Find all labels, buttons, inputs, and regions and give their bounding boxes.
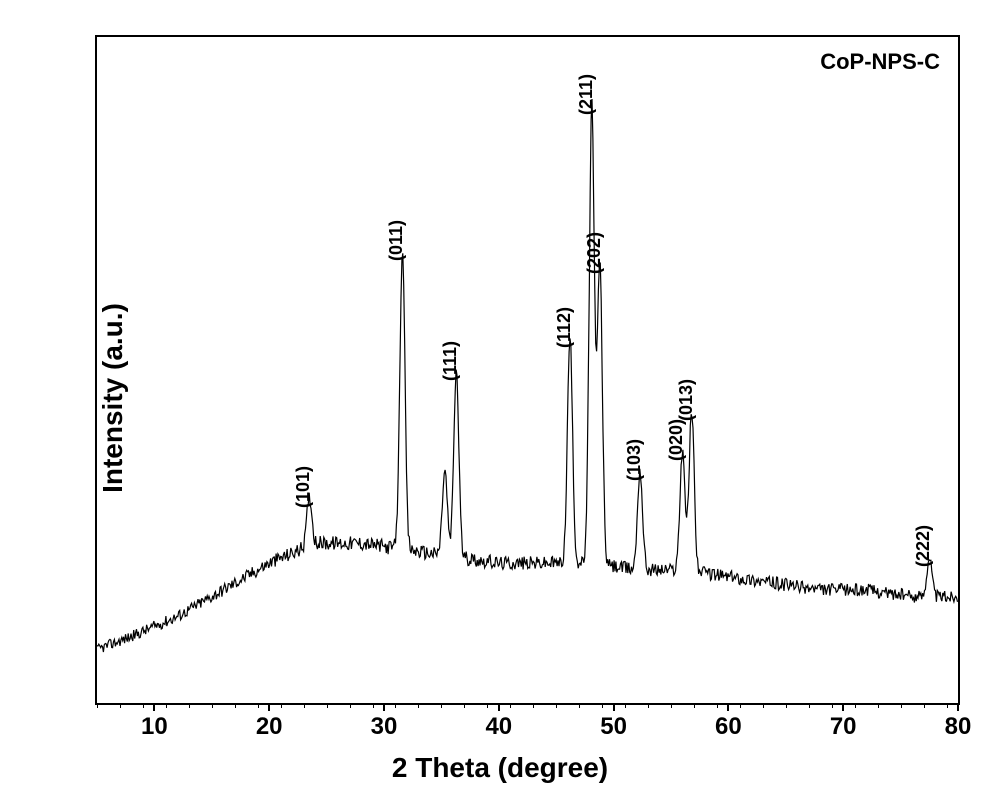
x-tick-label: 40 <box>485 713 512 741</box>
x-tick-major <box>383 703 385 711</box>
x-tick-minor <box>510 703 511 708</box>
x-tick-minor <box>947 703 948 708</box>
x-tick-minor <box>855 703 856 708</box>
peak-label: (112) <box>554 307 575 348</box>
x-tick-minor <box>143 703 144 708</box>
peak-label: (013) <box>676 379 697 421</box>
x-tick-major <box>957 703 959 711</box>
x-tick-minor <box>350 703 351 708</box>
x-tick-label: 80 <box>945 713 972 741</box>
x-tick-minor <box>694 703 695 708</box>
x-tick-minor <box>120 703 121 708</box>
x-tick-label: 60 <box>715 713 742 741</box>
x-tick-label: 20 <box>256 713 283 741</box>
x-tick-minor <box>786 703 787 708</box>
x-tick-minor <box>763 703 764 708</box>
x-tick-minor <box>97 703 98 708</box>
x-tick-minor <box>327 703 328 708</box>
x-tick-minor <box>258 703 259 708</box>
x-tick-major <box>842 703 844 711</box>
peak-label: (101) <box>293 466 314 508</box>
x-tick-major <box>153 703 155 711</box>
x-tick-label: 10 <box>141 713 168 741</box>
x-tick-minor <box>648 703 649 708</box>
x-tick-major <box>268 703 270 711</box>
x-tick-minor <box>625 703 626 708</box>
x-tick-minor <box>878 703 879 708</box>
x-tick-minor <box>373 703 374 708</box>
x-tick-minor <box>281 703 282 708</box>
x-tick-minor <box>235 703 236 708</box>
x-tick-minor <box>464 703 465 708</box>
peak-label: (111) <box>440 341 461 381</box>
x-tick-minor <box>418 703 419 708</box>
x-tick-minor <box>717 703 718 708</box>
x-tick-minor <box>395 703 396 708</box>
x-axis-label: 2 Theta (degree) <box>392 752 608 784</box>
x-tick-major <box>498 703 500 711</box>
x-tick-minor <box>901 703 902 708</box>
x-tick-minor <box>924 703 925 708</box>
x-tick-minor <box>533 703 534 708</box>
peak-label: (202) <box>584 232 605 274</box>
peak-label: (020) <box>666 419 687 461</box>
x-tick-minor <box>441 703 442 708</box>
x-tick-minor <box>556 703 557 708</box>
x-tick-label: 30 <box>371 713 398 741</box>
peak-label: (211) <box>576 74 597 115</box>
x-tick-label: 70 <box>830 713 857 741</box>
x-tick-minor <box>602 703 603 708</box>
x-tick-minor <box>579 703 580 708</box>
x-tick-major <box>613 703 615 711</box>
x-tick-major <box>727 703 729 711</box>
x-tick-minor <box>304 703 305 708</box>
x-tick-minor <box>671 703 672 708</box>
x-tick-minor <box>809 703 810 708</box>
plot-area: CoP-NPS-C 1020304050607080(101)(011)(111… <box>95 35 960 705</box>
peak-label: (011) <box>386 220 407 261</box>
xrd-chart: Intensity (a.u.) 2 Theta (degree) CoP-NP… <box>0 0 1000 796</box>
x-tick-minor <box>832 703 833 708</box>
x-tick-label: 50 <box>600 713 627 741</box>
peak-label: (103) <box>624 439 645 481</box>
x-tick-minor <box>212 703 213 708</box>
x-tick-minor <box>740 703 741 708</box>
peak-label: (222) <box>913 525 934 567</box>
xrd-line-path <box>97 37 958 703</box>
x-tick-minor <box>487 703 488 708</box>
x-tick-minor <box>166 703 167 708</box>
x-tick-minor <box>189 703 190 708</box>
